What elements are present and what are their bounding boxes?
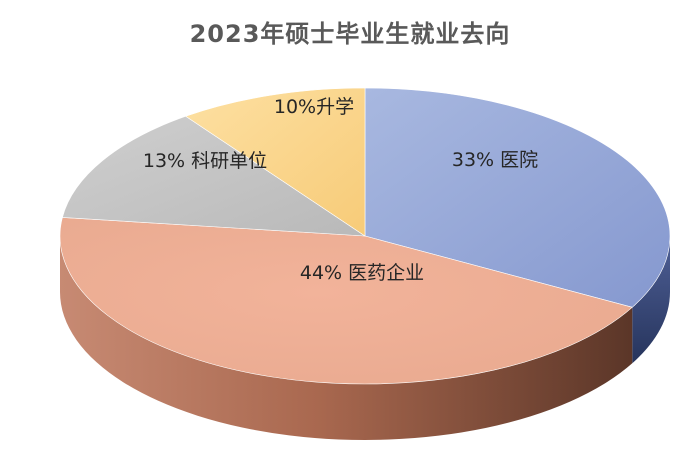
pie-top-faces <box>59 87 671 385</box>
slice-label-research: 13% 科研单位 <box>143 150 267 172</box>
slice-top-research <box>62 115 367 237</box>
slice-label-hospital: 33% 医院 <box>452 149 538 171</box>
slice-side-hospital <box>632 236 670 364</box>
slice-top-hospital <box>364 87 671 308</box>
slice-top-pharma <box>59 217 633 385</box>
slice-top-further-study <box>185 87 366 237</box>
slice-label-pharma: 44% 医药企业 <box>300 262 424 284</box>
pie-side-walls <box>60 236 670 441</box>
pie-labels: 33% 医院 44% 医药企业 13% 科研单位 10%升学 <box>143 96 538 284</box>
chart-title: 2023年硕士毕业生就业去向 <box>189 20 511 48</box>
slice-label-further-study: 10%升学 <box>274 96 354 118</box>
slice-side-pharma <box>60 236 633 441</box>
